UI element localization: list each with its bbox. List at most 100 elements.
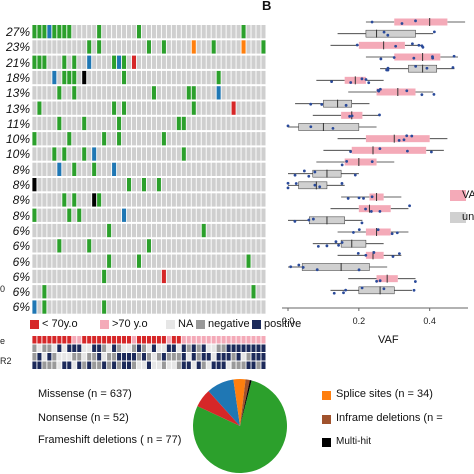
clinical-cell [37,344,42,352]
clinical-cell [107,353,112,361]
oncoprint-cell [251,101,256,115]
oncoprint-cell [156,300,161,314]
oncoprint-cell [92,40,97,54]
oncoprint-cell [77,147,82,161]
vaf-point [402,138,406,142]
oncoprint-cell [176,254,181,268]
vaf-point [345,159,349,163]
vaf-point [334,240,338,244]
oncoprint-cell [136,254,142,268]
oncoprint-cell [256,132,261,146]
oncoprint-cell [62,285,67,299]
vaf-point [357,268,361,272]
clinical-cell [221,361,226,369]
vaf-point [307,218,311,222]
oncoprint-cell [176,208,181,222]
oncoprint-cell [231,147,236,161]
oncoprint-cell [176,300,181,314]
oncoprint-cell [206,285,211,299]
oncoprint-cell [186,162,191,176]
oncoprint-cell [67,101,72,115]
oncoprint-cell [42,55,47,69]
oncoprint-cell [87,70,92,85]
clinical-cell [191,353,196,361]
oncoprint-cell [112,162,117,176]
clinical-cell [206,336,211,344]
vaf-point [378,87,382,91]
oncoprint-cell [107,147,112,161]
vaf-point [344,103,348,107]
oncoprint-cell [236,269,241,284]
oncoprint-cell [131,25,137,39]
oncoprint-cell [236,116,241,131]
oncoprint-cell [161,193,166,207]
vaf-point [369,210,373,213]
oncoprint-cell [72,193,77,207]
clinical-cell [67,336,72,344]
oncoprint-cell [251,70,256,85]
vaf-point [432,30,436,34]
legend-inframe: Inframe deletions (n = [336,412,443,424]
oncoprint-cell [261,70,266,85]
oncoprint-cell [261,55,266,69]
oncoprint-cell [62,254,67,268]
oncoprint-cell [112,269,117,284]
clinical-cell [211,361,216,369]
oncoprint-cell [42,147,47,161]
vaf-point [315,268,319,272]
oncoprint-cell [131,86,137,100]
oncoprint-cell [191,239,196,253]
oncoprint-cell [72,269,77,284]
vaf-point [302,169,306,173]
oncoprint-cell [141,132,147,146]
oncoprint-cell [261,86,266,100]
clinical-cell [216,353,221,361]
oncoprint-cell [176,101,181,115]
oncoprint-cell [42,116,47,131]
vaf-point [372,251,376,254]
oncoprint-cell [122,178,127,192]
vaf-box [340,239,367,248]
oncoprint-cell [261,132,266,146]
oncoprint-cell [47,223,52,238]
vaf-point [311,217,315,221]
oncoprint-cell [42,132,47,146]
clinical-cell [62,353,67,361]
clinical-cell [261,336,266,344]
clinical-cell [246,336,251,344]
oncoprint-cell [131,239,137,253]
row-pct-label: 23% [5,40,30,55]
vaf-point [412,288,416,292]
oncoprint-cell [42,25,47,39]
clinical-cell [77,336,82,344]
clinical-cell [186,353,191,361]
oncoprint-cell [131,132,137,146]
oncoprint-cell [201,70,206,85]
oncoprint-cell [112,40,117,54]
oncoprint-cell [206,193,211,207]
vaf-point [349,150,352,154]
row-pct-label: 6% [12,269,30,284]
clinical-cell [102,361,107,369]
oncoprint-cell [62,40,67,54]
oncoprint-cell [246,132,251,146]
vaf-point [325,244,329,248]
vaf-point [320,103,324,106]
oncoprint-cell [82,101,87,115]
vaf-point [332,291,336,295]
oncoprint-cell [136,101,142,115]
oncoprint-cell [236,70,241,85]
vaf-point [411,42,414,46]
clinical-cell [42,344,47,352]
oncoprint-cell [241,40,246,54]
clinical-cell [72,361,77,369]
clinical-cell [102,344,107,352]
oncoprint-cell [206,178,211,192]
clinical-cell [122,344,127,352]
oncoprint-cell [37,223,42,238]
oncoprint-cell [112,86,117,100]
clinical-cell [166,361,171,369]
oncoprint-cell [141,269,147,284]
oncoprint-cell [62,25,67,39]
oncoprint-cell [231,223,236,238]
